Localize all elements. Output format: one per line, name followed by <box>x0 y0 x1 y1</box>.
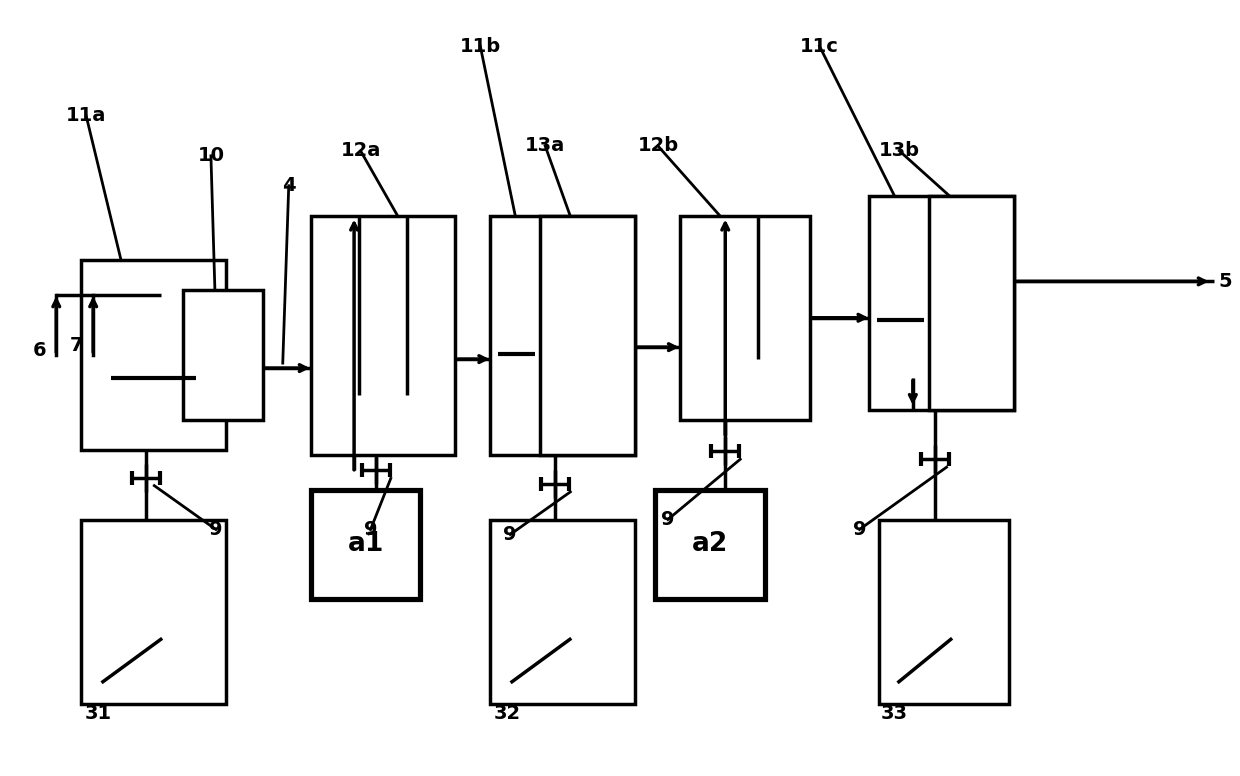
Text: 31: 31 <box>84 704 112 722</box>
Bar <box>655 490 765 599</box>
Bar <box>680 216 810 420</box>
Text: 13b: 13b <box>879 141 920 161</box>
Bar <box>879 519 1009 704</box>
Text: 13a: 13a <box>525 137 565 155</box>
Text: 5: 5 <box>1219 272 1233 291</box>
Text: 4: 4 <box>281 176 295 196</box>
Bar <box>311 490 420 599</box>
Text: 6: 6 <box>32 341 46 359</box>
Text: 12b: 12b <box>637 137 678 155</box>
Text: 11b: 11b <box>460 36 501 56</box>
Text: 7: 7 <box>69 336 83 355</box>
Bar <box>184 290 263 420</box>
Text: 9: 9 <box>363 520 377 539</box>
Text: 9: 9 <box>853 520 867 539</box>
Text: 10: 10 <box>197 147 224 165</box>
Text: 9: 9 <box>661 510 675 529</box>
Text: 33: 33 <box>880 704 908 722</box>
Text: 9: 9 <box>503 525 517 544</box>
Text: 11a: 11a <box>66 106 107 126</box>
Text: a1: a1 <box>347 532 383 557</box>
Bar <box>490 519 635 704</box>
Bar <box>869 196 1014 410</box>
Bar <box>81 261 226 450</box>
Bar <box>929 196 1014 410</box>
Text: 12a: 12a <box>341 141 381 161</box>
Text: a2: a2 <box>692 532 728 557</box>
Text: 11c: 11c <box>800 36 839 56</box>
Bar <box>81 519 226 704</box>
Bar <box>541 216 635 455</box>
Bar <box>490 216 635 455</box>
Bar <box>311 216 455 455</box>
Text: 32: 32 <box>494 704 521 722</box>
Text: 9: 9 <box>210 520 223 539</box>
